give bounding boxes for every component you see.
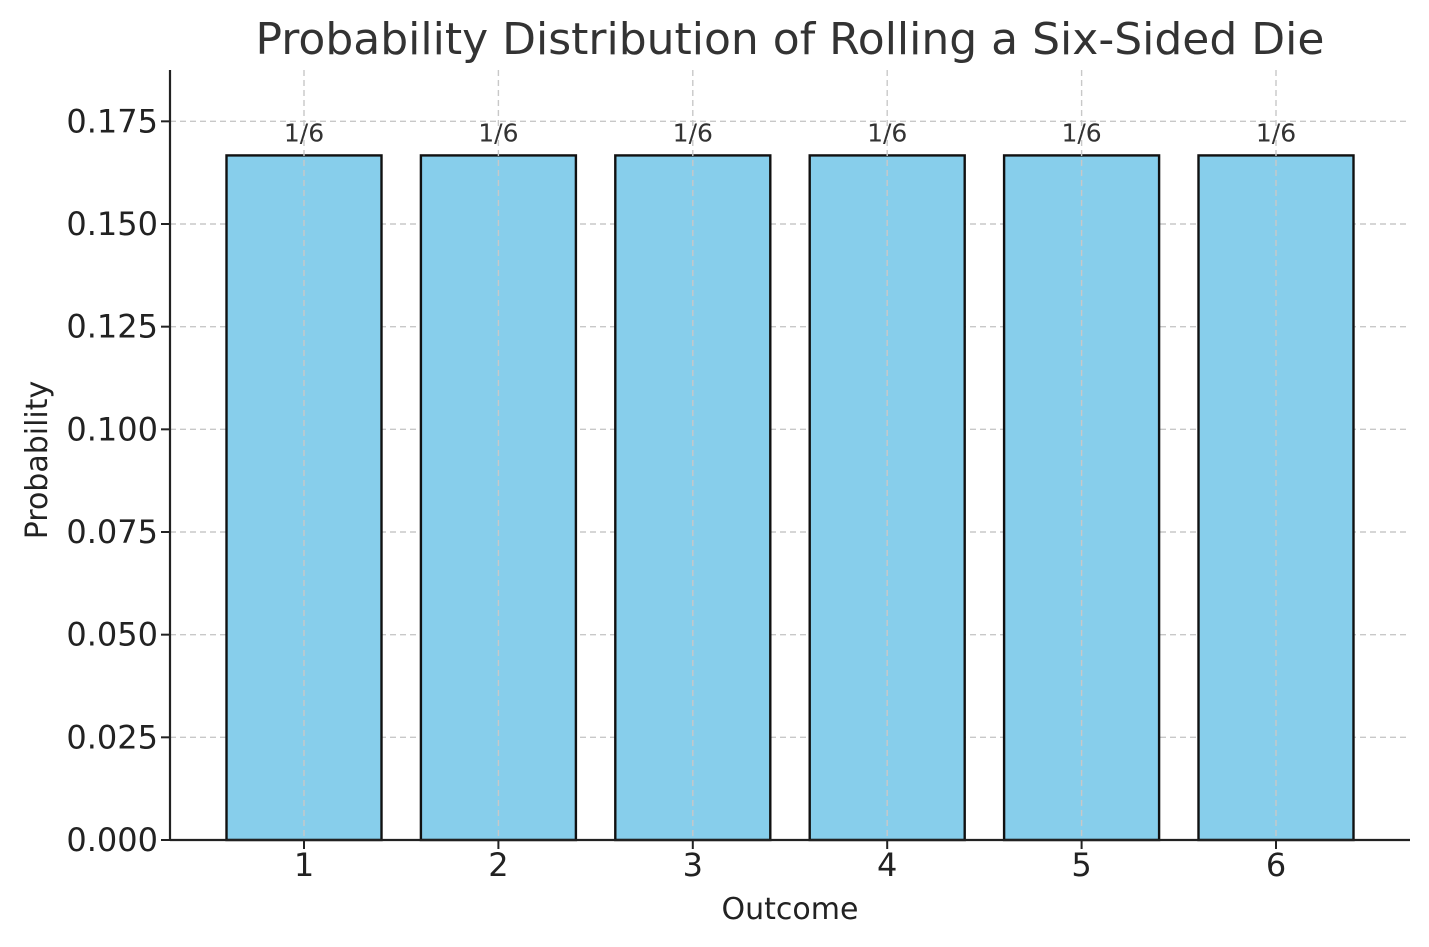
- x-tick-label: 2: [488, 846, 508, 884]
- bar-data-label: 1/6: [478, 118, 518, 147]
- x-tick-label: 3: [683, 846, 703, 884]
- x-tick-label: 6: [1266, 846, 1286, 884]
- bar-outcome-1: [225, 154, 383, 842]
- labels-layer: 0.000 0.025 0.050 0.075 0.100 0.125 0.150 0.175…: [66, 102, 1296, 884]
- bars-layer: [225, 70, 1355, 842]
- y-tick-label: 0.100: [66, 410, 158, 448]
- y-axis-label: Probability: [20, 381, 55, 540]
- y-tick-label: 0.150: [66, 205, 158, 243]
- x-tick-label: 5: [1071, 846, 1091, 884]
- axis-layer: [161, 70, 1410, 849]
- bar-data-label: 1/6: [1256, 118, 1296, 147]
- bar-data-label: 1/6: [673, 118, 713, 147]
- bar-outcome-6: [1197, 154, 1355, 842]
- x-axis-label: Outcome: [722, 892, 859, 927]
- y-tick-label: 0.025: [66, 718, 158, 756]
- bar-outcome-4: [808, 154, 966, 842]
- y-tick-label: 0.075: [66, 513, 158, 551]
- x-tick-label: 4: [877, 846, 897, 884]
- bar-data-label: 1/6: [1061, 118, 1101, 147]
- x-tick-label: 1: [294, 846, 314, 884]
- y-tick-label: 0.050: [66, 616, 158, 654]
- bar-data-label: 1/6: [867, 118, 907, 147]
- bar-data-label: 1/6: [284, 118, 324, 147]
- chart-title: Probability Distribution of Rolling a Si…: [256, 14, 1325, 65]
- bar-outcome-2: [419, 154, 578, 842]
- bar-outcome-3: [614, 154, 772, 842]
- bar-outcome-5: [1002, 154, 1161, 842]
- y-tick-label: 0.000: [66, 821, 158, 859]
- y-tick-label: 0.175: [66, 102, 158, 140]
- y-tick-label: 0.125: [66, 308, 158, 346]
